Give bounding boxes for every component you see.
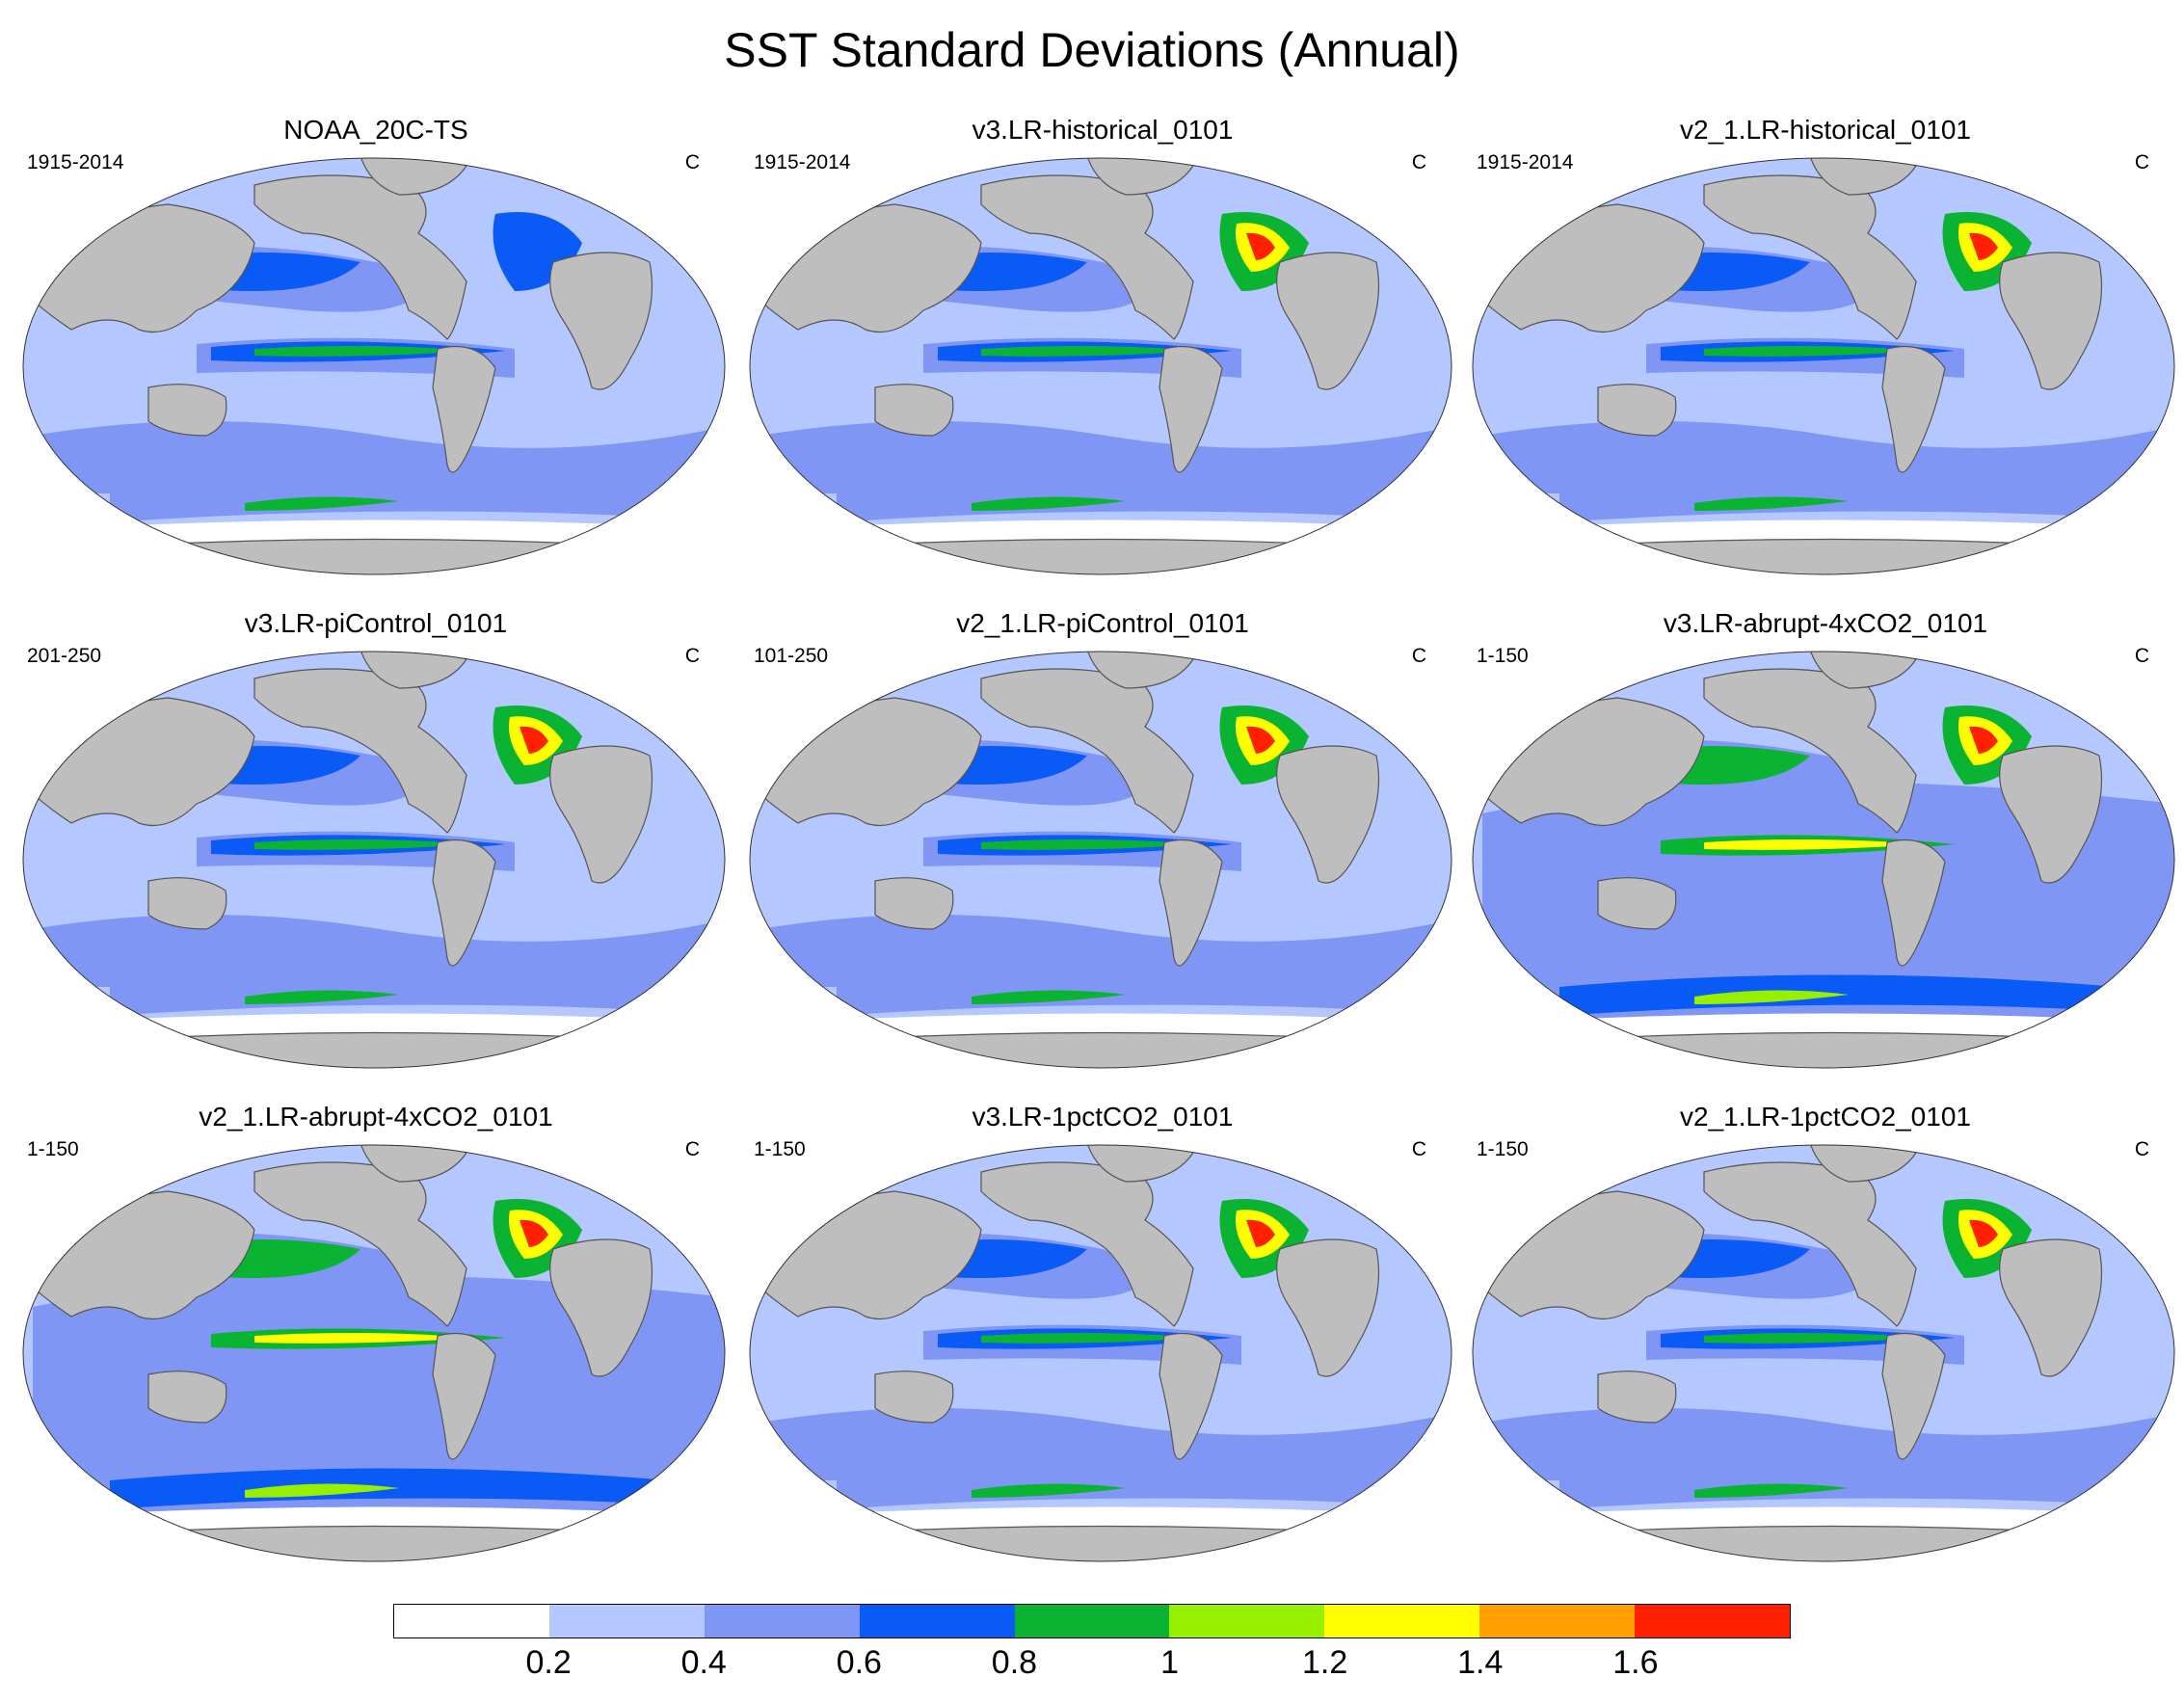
map-panel: v3.LR-1pctCO2_0101 1-150 C — [740, 1101, 1465, 1592]
colorbar-box — [1169, 1605, 1325, 1637]
panel-units: C — [2134, 645, 2149, 667]
panel-title: v3.LR-abrupt-4xCO2_0101 — [1663, 608, 1988, 638]
panel-units: C — [684, 1138, 700, 1160]
colorbar-tick-label: 1.2 — [1302, 1644, 1348, 1681]
colorbar-tick-label: 0.4 — [680, 1644, 727, 1681]
panel-units: C — [1411, 645, 1426, 667]
panel-units: C — [1411, 1138, 1426, 1160]
world-map — [1472, 1144, 2175, 1562]
panel-period: 1915-2014 — [1477, 151, 1574, 173]
panel-title: v2_1.LR-abrupt-4xCO2_0101 — [199, 1102, 553, 1132]
colorbar-box — [1479, 1605, 1636, 1637]
colorbar-box — [1635, 1605, 1791, 1637]
colorbar-box — [1014, 1605, 1170, 1637]
world-map — [1472, 651, 2175, 1069]
world-map — [1472, 157, 2175, 575]
map-panel: v2_1.LR-piControl_0101 101-250 C — [740, 607, 1465, 1099]
panel-units: C — [2134, 151, 2149, 173]
panel-title: v3.LR-piControl_0101 — [244, 608, 508, 638]
panel-units: C — [684, 645, 700, 667]
map-panel: v2_1.LR-historical_0101 1915-2014 C — [1463, 114, 2184, 605]
panel-units: C — [2134, 1138, 2149, 1160]
panel-period: 1-150 — [754, 1138, 806, 1160]
colorbar-box — [704, 1605, 860, 1637]
panel-title: v3.LR-1pctCO2_0101 — [972, 1102, 1234, 1132]
panel-title: v2_1.LR-piControl_0101 — [956, 608, 1249, 638]
colorbar-box — [548, 1605, 705, 1637]
colorbar-tick-label: 1.4 — [1457, 1644, 1504, 1681]
colorbar-tick-label: 0.6 — [836, 1644, 882, 1681]
panel-period: 1915-2014 — [27, 151, 124, 173]
panel-title: v2_1.LR-1pctCO2_0101 — [1680, 1102, 1971, 1132]
map-panel: v3.LR-historical_0101 1915-2014 C — [740, 114, 1465, 605]
map-panel: NOAA_20C-TS 1915-2014 C — [13, 114, 738, 605]
panel-period: 1-150 — [1477, 1138, 1529, 1160]
map-panel: v2_1.LR-abrupt-4xCO2_0101 1-150 C — [13, 1101, 738, 1592]
world-map — [749, 1144, 1452, 1562]
panel-period: 101-250 — [754, 645, 829, 667]
panel-units: C — [684, 151, 700, 173]
colorbar-box — [394, 1605, 549, 1637]
colorbar-box — [859, 1605, 1015, 1637]
panel-title: v3.LR-historical_0101 — [972, 115, 1234, 145]
world-map — [749, 157, 1452, 575]
panel-title: v2_1.LR-historical_0101 — [1680, 115, 1971, 145]
figure-title: SST Standard Deviations (Annual) — [724, 23, 1460, 77]
map-panel: v3.LR-abrupt-4xCO2_0101 1-150 C — [1463, 607, 2184, 1099]
world-map — [22, 1144, 726, 1562]
colorbar — [393, 1604, 1791, 1638]
colorbar-tick-label: 1 — [1160, 1644, 1179, 1681]
colorbar-tick-label: 0.2 — [525, 1644, 572, 1681]
colorbar-tick-label: 0.8 — [991, 1644, 1038, 1681]
panel-period: 1-150 — [1477, 645, 1529, 667]
colorbar-box — [1324, 1605, 1480, 1637]
world-map — [749, 651, 1452, 1069]
world-map — [22, 157, 726, 575]
map-panel: v3.LR-piControl_0101 201-250 C — [13, 607, 738, 1099]
panel-period: 201-250 — [27, 645, 102, 667]
panel-period: 1-150 — [27, 1138, 79, 1160]
world-map — [22, 651, 726, 1069]
colorbar-tick-label: 1.6 — [1612, 1644, 1659, 1681]
panel-period: 1915-2014 — [754, 151, 851, 173]
panel-units: C — [1411, 151, 1426, 173]
panel-title: NOAA_20C-TS — [283, 115, 468, 145]
map-panel: v2_1.LR-1pctCO2_0101 1-150 C — [1463, 1101, 2184, 1592]
